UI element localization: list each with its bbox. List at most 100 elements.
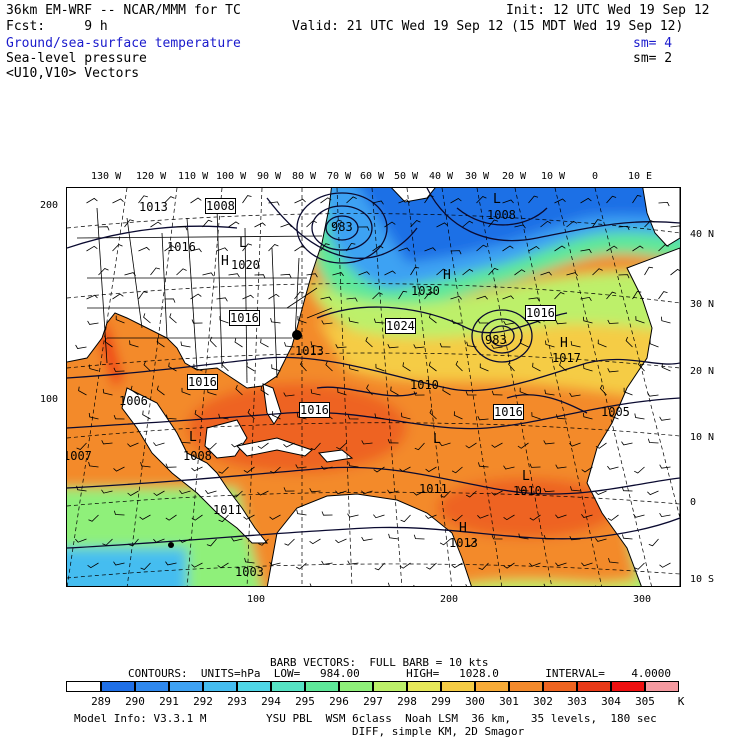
wind-barb <box>283 442 295 448</box>
colorbar-tick: 296 <box>329 695 349 708</box>
low-pressure-marker: L <box>493 192 501 207</box>
wind-barb <box>321 511 333 516</box>
wind-barb <box>347 414 359 420</box>
colorbar-swatch <box>271 681 305 692</box>
wind-barb <box>320 243 330 252</box>
wind-barb <box>580 296 592 302</box>
wind-barb <box>659 464 671 469</box>
wind-barb <box>373 466 385 473</box>
wind-barb <box>450 250 462 255</box>
wind-barb <box>349 364 359 372</box>
wind-barb <box>153 490 165 496</box>
wind-barb <box>270 466 281 474</box>
wind-barb <box>387 344 399 349</box>
wind-barb <box>191 514 203 521</box>
wind-barb <box>559 361 567 372</box>
wind-barb <box>529 562 541 567</box>
pressure-label: 1016 <box>167 240 196 254</box>
pressure-label: 1016 <box>187 374 218 390</box>
wind-barb <box>428 361 437 372</box>
colorbar-tick: 302 <box>533 695 553 708</box>
wind-barb <box>325 360 333 372</box>
pressure-label: 1016 <box>493 404 524 420</box>
wind-barb <box>113 561 125 566</box>
wind-barb <box>451 466 463 474</box>
wind-barb <box>283 392 295 397</box>
wind-barb <box>478 462 489 468</box>
colorbar-tick: 298 <box>397 695 417 708</box>
colorbar-swatch <box>577 681 611 692</box>
wind-barb <box>670 225 680 228</box>
wind-barb <box>228 221 240 228</box>
wind-barb <box>425 466 437 473</box>
wind-barb <box>384 270 396 276</box>
wind-barb <box>581 466 593 473</box>
wind-barb <box>242 243 253 252</box>
wind-barb <box>271 411 281 420</box>
wind-barb <box>348 317 359 324</box>
lat-label: 10 S <box>690 574 715 585</box>
lat-label: 40 N <box>690 229 715 240</box>
wind-barb <box>410 266 420 276</box>
wind-barb <box>306 220 317 228</box>
wind-barb <box>399 562 411 569</box>
wind-barb <box>270 317 281 324</box>
wind-barb <box>297 315 307 324</box>
wind-barb <box>191 562 203 568</box>
wind-barb <box>491 442 503 448</box>
wind-barb <box>98 268 109 276</box>
pressure-label: 1013 <box>139 200 168 214</box>
pressure-label: 1030 <box>411 284 440 298</box>
colorbar-swatch <box>509 681 543 692</box>
wind-barb <box>426 562 437 570</box>
wind-barb <box>442 386 451 396</box>
high-pressure-marker: H <box>560 336 568 351</box>
wind-barb <box>176 268 187 276</box>
wind-barb <box>465 442 477 449</box>
wind-barb <box>347 560 359 565</box>
wind-barb <box>592 268 603 276</box>
colorbar-tick: 301 <box>499 695 519 708</box>
low-pressure-marker: L <box>189 430 197 445</box>
wind-barb <box>372 292 383 300</box>
wind-barb <box>545 340 555 348</box>
wind-barb <box>491 535 503 540</box>
wind-barb <box>180 341 191 348</box>
wind-barb <box>296 412 307 420</box>
colorbar-tick: 292 <box>193 695 213 708</box>
model-physics: YSU PBL WSM 6class Noah LSM 36 km, 35 le… <box>266 712 657 725</box>
wind-barb <box>582 412 593 420</box>
wind-barb <box>632 290 642 300</box>
wind-barb <box>216 247 228 252</box>
wind-barb <box>321 465 333 470</box>
wind-barb <box>156 337 165 348</box>
wind-barb <box>335 344 347 349</box>
wind-barb <box>242 195 252 204</box>
wind-barb <box>580 197 592 204</box>
wind-barb <box>113 414 125 420</box>
wind-barb <box>424 247 436 252</box>
lat-label: 0 <box>690 497 697 508</box>
wind-barb <box>608 557 619 564</box>
wind-barb <box>633 513 645 518</box>
wind-barb <box>127 442 139 447</box>
wind-barb <box>219 315 229 324</box>
wind-barb <box>258 538 269 546</box>
wind-barb <box>543 488 555 493</box>
wind-barb <box>268 244 279 252</box>
wind-barb <box>609 411 619 420</box>
field-slp-smoothing: sm= 2 <box>633 51 673 66</box>
wind-barb <box>519 339 529 348</box>
colorbar-swatch <box>373 681 407 692</box>
wind-barb <box>399 466 411 472</box>
wind-barb <box>570 341 581 348</box>
pressure-label: 1024 <box>385 318 416 334</box>
wind-barb <box>476 295 488 300</box>
wind-barb <box>618 274 630 279</box>
wind-barb <box>271 364 281 372</box>
wind-barb <box>436 222 448 228</box>
wind-barb <box>165 414 177 420</box>
wind-barb <box>89 364 99 372</box>
low-pressure-marker: L <box>239 236 247 251</box>
colorbar-swatch <box>135 681 169 692</box>
